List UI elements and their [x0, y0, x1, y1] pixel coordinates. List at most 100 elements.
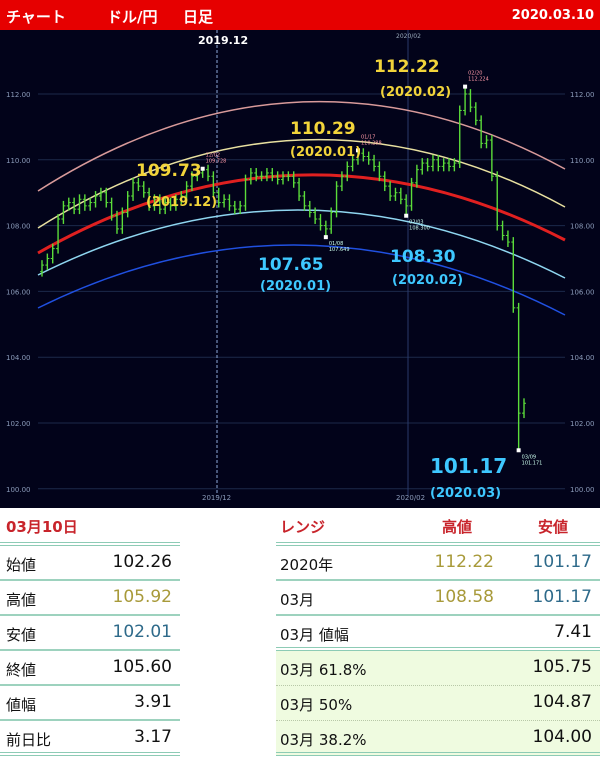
y-tick-right: 102.00	[570, 420, 595, 428]
extreme-big-label: 101.17	[430, 454, 507, 478]
y-tick-right: 106.00	[570, 288, 595, 296]
extreme-period-label: (2019.12)	[146, 195, 217, 210]
y-tick-right: 108.00	[570, 223, 595, 231]
extreme-value: 108.300	[409, 226, 430, 232]
row-value: 3.91	[134, 692, 172, 712]
period-label: 日足	[183, 8, 214, 26]
extreme-value: 107.649	[329, 247, 350, 253]
daily-row: 終値 105.60	[0, 651, 180, 686]
range-title: レンジ	[280, 518, 326, 536]
range-row: 03月 50% 104.87	[276, 686, 600, 721]
price-chart: 112.00 112.00 110.00 110.00 108.00 108.00 106.…	[0, 30, 600, 508]
band-curve	[37, 209, 566, 279]
row-low: 104.00	[532, 727, 592, 747]
extreme-date: 02/20	[468, 71, 482, 77]
extreme-value: 101.171	[522, 460, 543, 466]
range-row: 2020年 112.22 101.17	[276, 546, 600, 581]
row-value: 3.17	[134, 727, 172, 747]
header-bar: チャート ドル/円 日足 2020.03.10	[0, 0, 600, 30]
chart-svg: 112.00 112.00 110.00 110.00 108.00 108.00 106.…	[6, 30, 595, 502]
extreme-period-label: (2020.02)	[392, 273, 463, 288]
row-label: 安値	[6, 626, 37, 644]
row-high: 112.22	[434, 552, 494, 572]
extreme-period-label: (2020.03)	[430, 486, 501, 501]
band-curve	[37, 138, 566, 229]
extreme-big-label: 107.65	[258, 255, 324, 275]
extreme-big-label: 112.22	[374, 57, 440, 77]
daily-row: 安値 102.01	[0, 616, 180, 651]
y-tick-left: 108.00	[6, 223, 31, 231]
extreme-date: 03/09	[522, 454, 536, 460]
daily-title: 03月10日	[6, 518, 78, 536]
header-date: 2020.03.10	[511, 8, 594, 23]
extreme-value: 112.224	[468, 77, 489, 83]
extreme-period-label: (2020.01)	[290, 145, 361, 160]
extreme-big-label: 110.29	[290, 119, 356, 139]
extreme-period-label: (2020.01)	[260, 279, 331, 294]
daily-table-header: 03月10日	[0, 512, 180, 546]
row-label: 03月 50%	[280, 696, 353, 714]
row-label: 2020年	[280, 556, 334, 574]
band-curve	[37, 100, 566, 192]
y-tick-left: 110.00	[6, 157, 31, 165]
row-label: 値幅	[6, 696, 37, 714]
extreme-date: 12/02	[206, 153, 220, 159]
extreme-date: 01/17	[361, 134, 375, 140]
col-high: 高値	[442, 518, 473, 536]
daily-row: 始値 102.26	[0, 546, 180, 581]
extreme-big-label: 109.73	[136, 161, 202, 181]
y-tick-right: 110.00	[570, 157, 595, 165]
range-row: 03月 値幅 7.41	[276, 616, 600, 651]
y-tick-right: 104.00	[570, 354, 595, 362]
extreme-value: 110.288	[361, 140, 382, 146]
currency-pair: ドル/円	[107, 8, 158, 26]
row-label: 前日比	[6, 731, 52, 749]
daily-row: 前日比 3.17	[0, 721, 180, 756]
row-value: 105.60	[112, 657, 172, 677]
extreme-marker	[404, 213, 409, 218]
row-label: 03月 61.8%	[280, 661, 367, 679]
x-tick: 2020/02	[396, 494, 425, 502]
row-low: 104.87	[532, 692, 592, 712]
extreme-date: 02/03	[409, 220, 423, 226]
range-table: レンジ 高値 安値 2020年 112.22 101.17 03月 108.58 101.…	[276, 512, 600, 756]
row-low: 7.41	[554, 622, 592, 642]
row-label: 03月 値幅	[280, 626, 349, 644]
daily-row: 値幅 3.91	[0, 686, 180, 721]
extreme-marker	[516, 448, 521, 453]
range-row: 03月 38.2% 104.00	[276, 721, 600, 756]
y-tick-left: 100.00	[6, 486, 31, 494]
y-tick-right: 100.00	[570, 486, 595, 494]
extreme-big-label: 108.30	[390, 247, 456, 267]
row-label: 高値	[6, 591, 37, 609]
row-low: 105.75	[532, 657, 592, 677]
extreme-date: 01/08	[329, 241, 343, 247]
row-label: 終値	[6, 661, 37, 679]
row-high: 108.58	[434, 587, 494, 607]
row-low: 101.17	[532, 552, 592, 572]
range-row: 03月 61.8% 105.75	[276, 651, 600, 686]
top-mark: 2019.12	[198, 34, 248, 47]
daily-row: 高値 105.92	[0, 581, 180, 616]
row-label: 03月	[280, 591, 315, 609]
header-title: チャート	[6, 8, 66, 26]
y-tick-left: 102.00	[6, 420, 31, 428]
band-curve	[37, 244, 566, 316]
range-table-header: レンジ 高値 安値	[276, 512, 600, 546]
row-value: 105.92	[112, 587, 172, 607]
extreme-marker	[355, 148, 360, 153]
y-tick-right: 112.00	[570, 91, 595, 99]
row-low: 101.17	[532, 587, 592, 607]
y-tick-left: 104.00	[6, 354, 31, 362]
y-tick-left: 112.00	[6, 91, 31, 99]
range-row: 03月 108.58 101.17	[276, 581, 600, 616]
extreme-marker	[200, 166, 205, 171]
col-low: 安値	[538, 518, 569, 536]
extreme-value: 109.728	[206, 159, 227, 165]
extreme-marker	[463, 84, 468, 89]
x-tick: 2019/12	[202, 494, 231, 502]
row-label: 始値	[6, 556, 37, 574]
row-value: 102.26	[112, 552, 172, 572]
extreme-period-label: (2020.02)	[380, 85, 451, 100]
top-mark: 2020/02	[396, 33, 421, 40]
